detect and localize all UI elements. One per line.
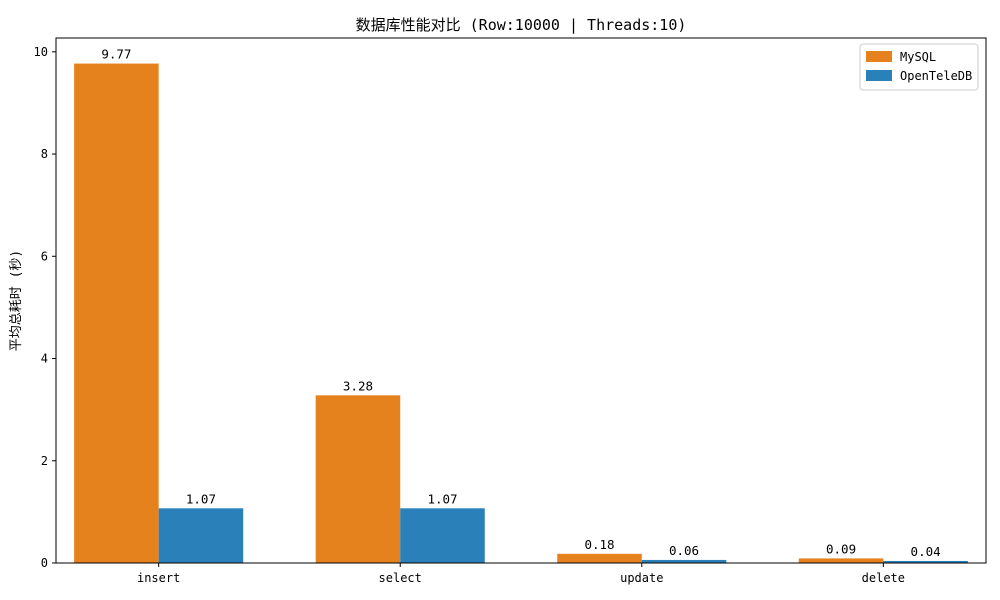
- x-tick-label-delete: delete: [862, 571, 905, 585]
- plot-frame: [55, 37, 987, 564]
- bar-openteledb-insert: [158, 508, 244, 563]
- bar-openteledb-delete: [883, 560, 968, 563]
- bar-openteledb-update: [641, 559, 727, 563]
- chart-title: 数据库性能对比 (Row:10000 | Threads:10): [356, 16, 687, 34]
- x-tick-label-insert: insert: [137, 571, 180, 585]
- data-label-mysql-insert: 9.77: [101, 47, 131, 62]
- legend-label-openteledb: OpenTeleDB: [900, 69, 972, 83]
- y-tick-label-0: 0: [41, 556, 48, 570]
- y-tick-label-2: 2: [41, 454, 48, 468]
- bar-mysql-select: [315, 395, 401, 563]
- x-tick-label-select: select: [379, 571, 422, 585]
- data-label-mysql-update: 0.18: [584, 537, 614, 552]
- data-label-openteledb-insert: 1.07: [186, 491, 216, 506]
- legend: MySQL OpenTeleDB: [859, 43, 979, 91]
- data-label-openteledb-delete: 0.04: [911, 544, 941, 559]
- bar-mysql-delete: [798, 558, 884, 563]
- data-label-mysql-delete: 0.09: [826, 541, 856, 556]
- axes-group: 0 2 4 6 8 10 insert select update delete: [34, 37, 987, 585]
- legend-swatch-openteledb: [866, 70, 892, 81]
- x-tick-label-update: update: [620, 571, 663, 585]
- data-labels-group: 9.77 3.28 0.18 0.09 1.07 1.07 0.06 0.04: [101, 47, 940, 559]
- data-label-openteledb-select: 1.07: [427, 491, 457, 506]
- bar-mysql-insert: [74, 63, 159, 564]
- y-axis-label: 平均总耗时 (秒): [9, 250, 24, 351]
- y-tick-label-10: 10: [34, 45, 48, 59]
- y-tick-label-8: 8: [41, 147, 48, 161]
- bar-mysql-update: [557, 553, 642, 563]
- data-label-openteledb-update: 0.06: [669, 543, 699, 558]
- bar-openteledb-select: [400, 508, 485, 563]
- data-label-mysql-select: 3.28: [343, 378, 373, 393]
- y-tick-label-4: 4: [41, 352, 48, 366]
- y-tick-label-6: 6: [41, 249, 48, 263]
- legend-label-mysql: MySQL: [900, 50, 936, 64]
- legend-swatch-mysql: [866, 51, 892, 62]
- bars-group: [74, 63, 968, 564]
